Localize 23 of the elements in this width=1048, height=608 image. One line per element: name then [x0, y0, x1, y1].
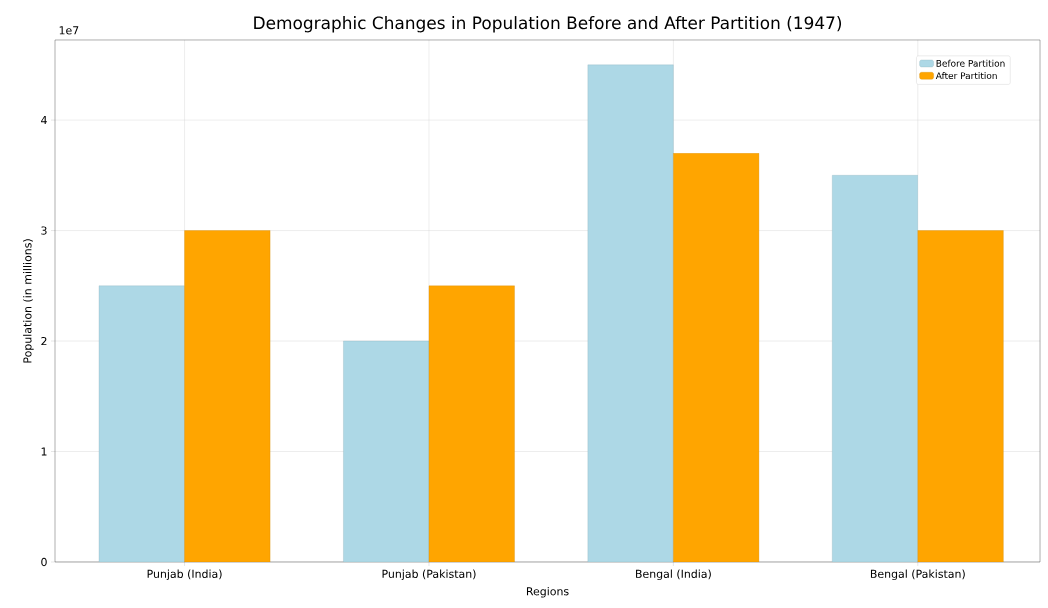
bar [428, 285, 515, 562]
bar [343, 340, 430, 562]
text: 1e7 [59, 26, 79, 35]
y-axis-title: Population (in millions) [23, 239, 34, 363]
bar [832, 175, 918, 562]
y-tick-label: 0 [41, 557, 47, 567]
bar [673, 153, 760, 562]
x-tick-label: Bengal (Pakistan) [870, 569, 965, 581]
bar [587, 64, 674, 562]
legend-label: Before Partition [936, 59, 1005, 67]
bar [98, 285, 185, 562]
bar [917, 230, 1004, 562]
x-tick-label: Bengal (India) [636, 569, 711, 581]
x-tick-label: Punjab (Pakistan) [382, 569, 476, 581]
chart-title: Demographic Changes in Population Before and After Partition (1947) [254, 16, 842, 33]
legend-label: After Partition [935, 72, 997, 80]
x-tick-label: Punjab (India) [147, 569, 222, 581]
y-tick-label: 2 [41, 336, 47, 346]
y-tick-label: 4 [41, 116, 47, 125]
y-tick-label: 1 [41, 447, 47, 456]
y-tick-label: 3 [41, 226, 47, 235]
x-axis-title: Regions [526, 586, 569, 598]
bar [184, 230, 271, 562]
